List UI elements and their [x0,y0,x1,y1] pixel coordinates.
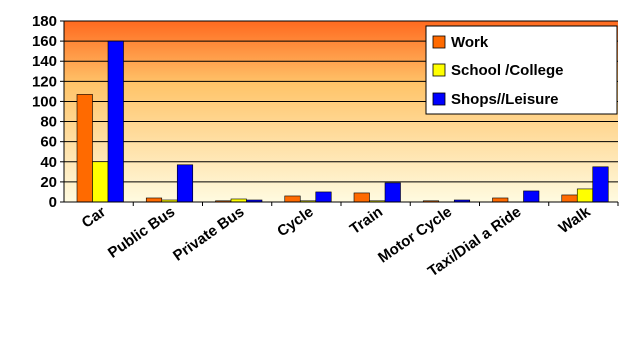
legend-swatch [432,35,446,49]
y-tick-label: 180 [32,13,57,30]
bar-work-1 [145,197,163,203]
bar-shops-leisure-1 [176,164,194,203]
category-label: Cycle [274,203,317,240]
category-label: Public Bus [105,203,178,261]
y-axis-ticks: 0 20 40 60 80 100 120 140 160 180 [32,13,64,211]
y-tick-label: 40 [40,154,57,171]
bar-work-6 [492,197,509,203]
y-tick-label: 160 [32,33,57,50]
bar-school-college-7 [576,188,594,203]
bar-shops-leisure-0 [107,40,124,203]
legend-label: Shops//Leisure [451,91,559,108]
bar-school-college-0 [92,161,109,203]
y-tick-label: 100 [32,93,57,110]
bar-work-4 [353,192,370,203]
legend-box [425,25,618,115]
bar-work-7 [561,194,578,203]
legend: Work School /College Shops//Leisure [425,25,618,115]
y-tick-label: 0 [49,194,57,211]
category-label: Private Bus [170,203,247,264]
legend-label: School /College [451,62,564,79]
y-tick-label: 80 [40,114,57,131]
bar-shops-leisure-3 [315,191,332,203]
category-label: Walk [556,203,595,237]
legend-swatch [432,92,446,106]
bar-shops-leisure-7 [592,166,609,203]
y-tick-label: 60 [40,134,57,151]
bar-work-3 [284,195,301,203]
bar-shops-leisure-4 [384,182,401,203]
y-tick-label: 140 [32,53,57,70]
category-label: Train [347,203,386,237]
bar-work-0 [76,94,93,203]
y-tick-label: 20 [40,174,57,191]
bars [76,40,609,203]
category-label: Car [79,203,109,231]
y-tick-label: 120 [32,73,57,90]
bar-shops-leisure-6 [523,190,540,203]
legend-label: Work [451,34,489,51]
legend-swatch [432,63,446,77]
